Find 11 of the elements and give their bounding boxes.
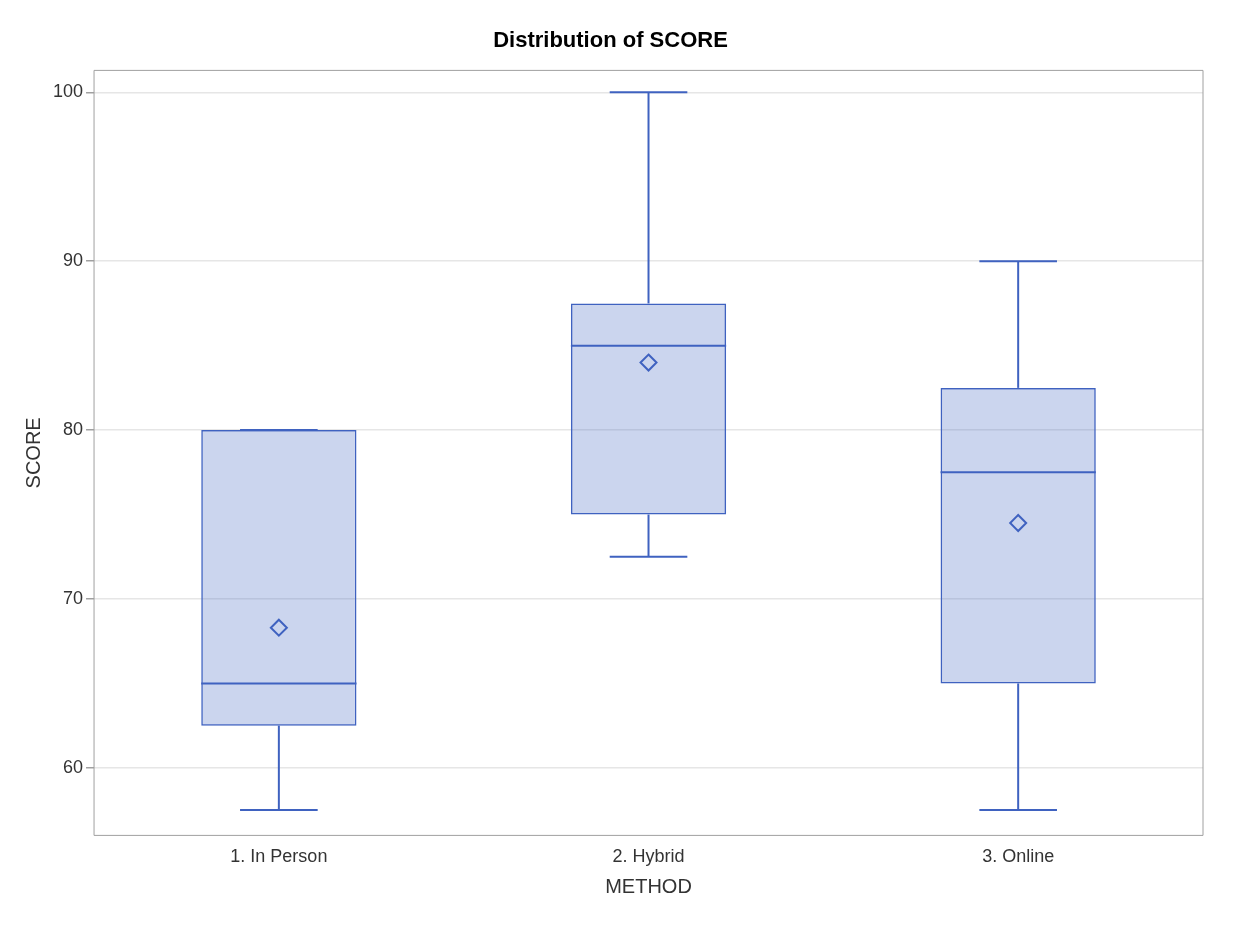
x-axis-title: METHOD — [605, 874, 692, 897]
y-tick-label: 90 — [63, 250, 84, 271]
x-tick-label: 2. Hybrid — [612, 846, 685, 867]
x-tick-label: 1. In Person — [230, 846, 328, 867]
y-tick-label: 80 — [63, 419, 84, 440]
y-axis-title: SCORE — [21, 417, 44, 489]
x-tick-label: 3. Online — [982, 846, 1055, 867]
chart-title: Distribution of SCORE — [493, 27, 728, 53]
y-tick-label: 100 — [52, 81, 84, 102]
y-tick-label: 60 — [63, 756, 84, 777]
y-tick-label: 70 — [63, 587, 84, 608]
